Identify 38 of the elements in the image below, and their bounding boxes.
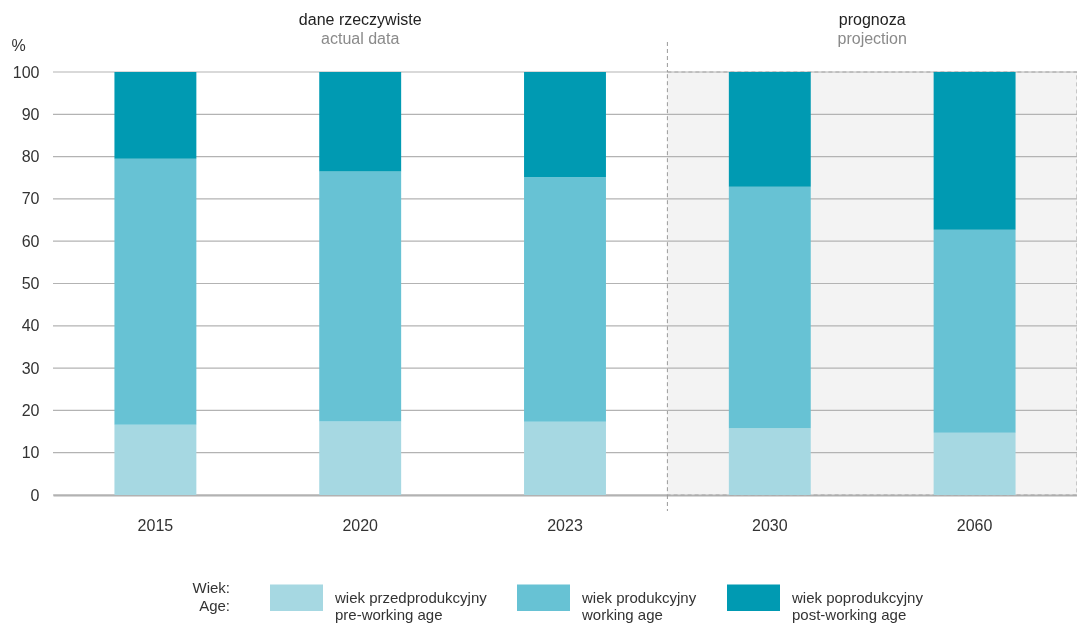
- y-tick-label: 100: [12, 63, 40, 81]
- bar: [114, 158, 197, 425]
- y-tick-label: 0: [30, 486, 40, 504]
- text: dane rzeczywiste actual data: [298, 11, 422, 47]
- bar: [524, 72, 606, 178]
- y-tick-label: 90: [21, 105, 40, 123]
- bar: [728, 186, 811, 429]
- legend-title: Wiek: Age:: [192, 579, 230, 614]
- bar: [319, 421, 402, 495]
- legend-label: wiek produkcyjny working age: [581, 588, 697, 623]
- bar: [933, 229, 1016, 433]
- legend-label: wiek przedprodukcyjny pre-working age: [334, 588, 488, 623]
- bar: [524, 421, 606, 495]
- bar: [319, 72, 402, 172]
- y-tick-label: 60: [21, 232, 40, 250]
- bar: [319, 171, 402, 422]
- legend-label: wiek poprodukcyjny post-working age: [791, 588, 924, 623]
- bar: [728, 72, 811, 187]
- x-tick-label: 2020: [342, 516, 379, 534]
- y-tick-label: 30: [21, 359, 40, 377]
- x-tick-label: 2023: [547, 516, 583, 534]
- y-tick-label: 20: [21, 401, 40, 419]
- bar: [728, 428, 811, 495]
- y-tick-label: 50: [21, 275, 40, 292]
- band-label: prognoza projection: [837, 11, 907, 47]
- y-tick-label: 10: [21, 444, 40, 462]
- y-axis-title: %: [11, 36, 26, 54]
- bar: [524, 177, 606, 422]
- x-tick-label: 2015: [137, 516, 174, 534]
- bar: [933, 432, 1016, 495]
- bar: [114, 72, 197, 159]
- y-tick-label: 40: [21, 317, 40, 335]
- bar: [114, 424, 197, 495]
- x-tick-label: 2060: [956, 516, 993, 534]
- x-tick-label: 2030: [752, 516, 788, 534]
- y-tick-label: 70: [21, 190, 40, 208]
- y-tick-label: 80: [21, 148, 40, 166]
- bar: [933, 72, 1016, 230]
